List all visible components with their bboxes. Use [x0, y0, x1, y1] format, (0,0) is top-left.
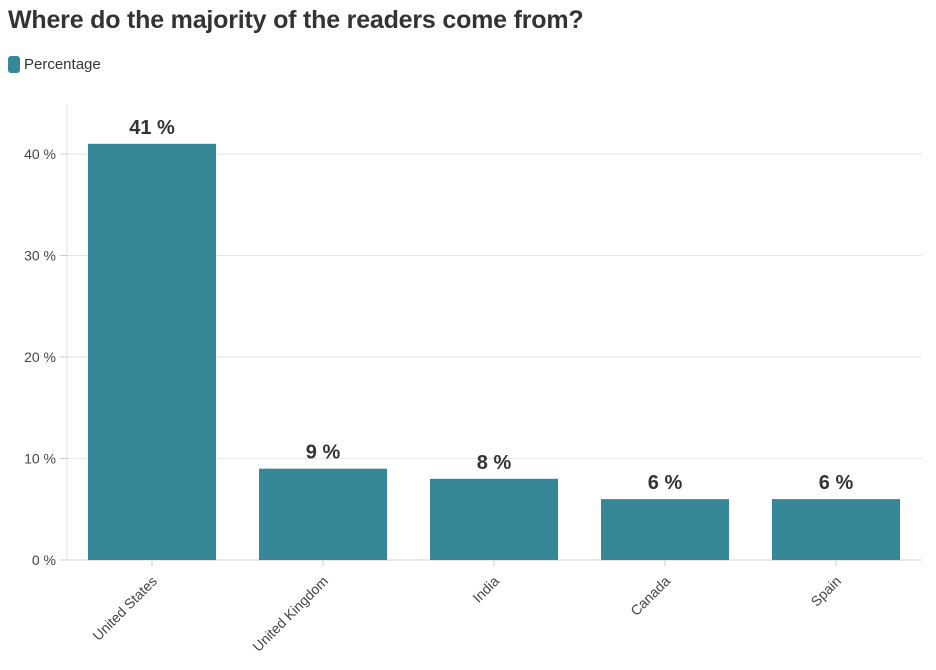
bar	[430, 478, 558, 560]
axes: 0 % 10 % 20 % 30 % 40 %	[24, 104, 837, 568]
y-tick-label: 40 %	[24, 146, 56, 162]
x-tick-label: United States	[89, 573, 160, 644]
data-label: 9 %	[306, 442, 341, 464]
y-tick-label: 30 %	[24, 248, 56, 264]
legend-swatch	[8, 56, 20, 73]
data-label: 6 %	[819, 472, 854, 494]
x-tick-label: Spain	[807, 573, 844, 610]
legend-label: Percentage	[24, 56, 101, 73]
y-tick-label: 20 %	[24, 349, 56, 365]
chart-title: Where do the majority of the readers com…	[8, 6, 584, 34]
bar	[88, 143, 216, 560]
bar	[259, 468, 387, 560]
data-label: 8 %	[477, 452, 512, 474]
x-tick-label: Canada	[627, 573, 673, 619]
x-tick-label: United Kingdom	[249, 573, 331, 655]
data-label: 6 %	[648, 472, 683, 494]
y-tick-label: 10 %	[24, 451, 56, 467]
legend: Percentage	[8, 56, 101, 73]
bar	[772, 499, 900, 560]
bar	[601, 499, 729, 560]
x-tick-label: India	[469, 573, 502, 606]
bars	[88, 143, 900, 560]
data-label: 41 %	[129, 117, 175, 139]
y-tick-label: 0 %	[32, 552, 56, 568]
